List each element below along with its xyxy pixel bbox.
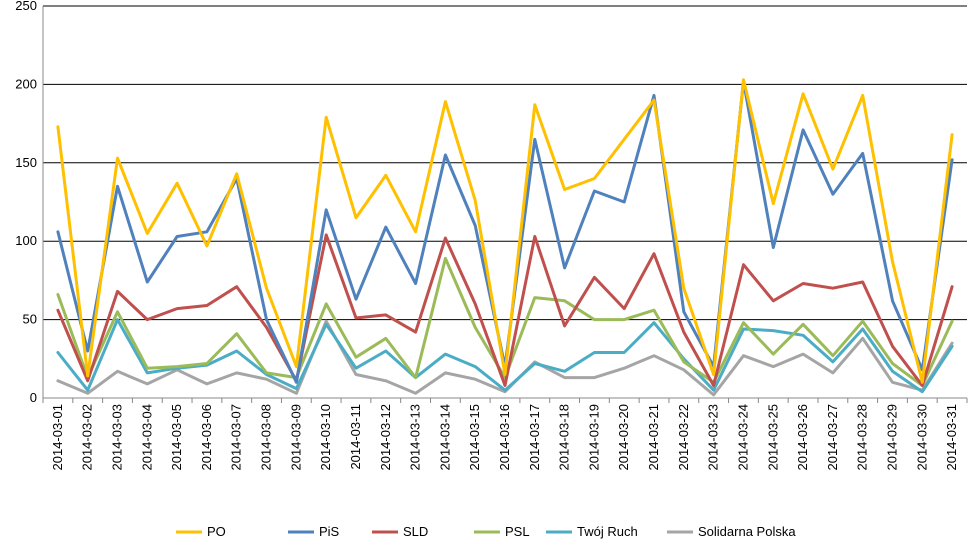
x-tick-label: 2014-03-09 xyxy=(288,404,303,471)
series-line-twój-ruch xyxy=(56,318,954,394)
series-line-sld xyxy=(56,233,954,387)
x-tick-label: 2014-03-07 xyxy=(229,404,244,471)
y-tick-label: 250 xyxy=(15,0,37,13)
legend-label: Twój Ruch xyxy=(577,524,638,539)
x-tick-label: 2014-03-23 xyxy=(706,404,721,471)
x-tick-label: 2014-03-28 xyxy=(855,404,870,471)
x-tick-label: 2014-03-15 xyxy=(467,404,482,471)
y-tick-label: 0 xyxy=(30,390,37,405)
y-tick-label: 100 xyxy=(15,233,37,248)
y-axis-tick-labels: 0 50 100 150 200 250 xyxy=(15,0,37,405)
x-tick-label: 2014-03-08 xyxy=(259,404,274,471)
x-tick-label: 2014-03-03 xyxy=(110,404,125,471)
x-tick-label: 2014-03-17 xyxy=(527,404,542,471)
x-tick-label: 2014-03-22 xyxy=(676,404,691,471)
x-tick-label: 2014-03-20 xyxy=(616,404,631,471)
x-tick-label: 2014-03-06 xyxy=(199,404,214,471)
x-tick-label: 2014-03-19 xyxy=(586,404,601,471)
y-tick-label: 150 xyxy=(15,155,37,170)
x-tick-label: 2014-03-24 xyxy=(735,404,750,471)
x-tick-label: 2014-03-29 xyxy=(884,404,899,471)
series-lines xyxy=(56,78,954,397)
x-tick-label: 2014-03-31 xyxy=(944,404,959,471)
x-tick-label: 2014-03-01 xyxy=(50,404,65,471)
x-tick-label: 2014-03-18 xyxy=(557,404,572,471)
x-tick-label: 2014-03-27 xyxy=(825,404,840,471)
legend-label: PiS xyxy=(319,524,340,539)
x-tick-label: 2014-03-05 xyxy=(169,404,184,471)
x-tick-label: 2014-03-26 xyxy=(795,404,810,471)
y-tick-label: 200 xyxy=(15,76,37,91)
y-tick-label: 50 xyxy=(23,312,37,327)
legend-label: Solidarna Polska xyxy=(698,524,796,539)
legend-label: SLD xyxy=(403,524,428,539)
x-tick-label: 2014-03-10 xyxy=(318,404,333,471)
legend-label: PO xyxy=(207,524,226,539)
legend-label: PSL xyxy=(505,524,530,539)
x-tick-label: 2014-03-14 xyxy=(437,404,452,471)
x-tick-label: 2014-03-11 xyxy=(348,404,363,470)
x-tick-label: 2014-03-25 xyxy=(765,404,780,471)
series-line-po xyxy=(56,78,954,384)
series-line-pis xyxy=(56,79,954,384)
legend: PO PiS SLD PSL Twój Ruch Solidarna Polska xyxy=(176,524,796,539)
x-tick-label: 2014-03-13 xyxy=(408,404,423,471)
x-tick-label: 2014-03-04 xyxy=(139,404,154,471)
x-tick-label: 2014-03-16 xyxy=(497,404,512,471)
x-axis: 2014-03-01 2014-03-02 2014-03-03 2014-03-04… xyxy=(42,6,968,471)
series-line-solidarna-polska xyxy=(56,319,954,397)
x-tick-label: 2014-03-12 xyxy=(378,404,393,471)
x-tick-label: 2014-03-02 xyxy=(80,404,95,471)
x-tick-label: 2014-03-30 xyxy=(914,404,929,471)
x-tick-label: 2014-03-21 xyxy=(646,404,661,471)
gridlines xyxy=(43,5,967,321)
series-line-psl xyxy=(56,256,954,387)
